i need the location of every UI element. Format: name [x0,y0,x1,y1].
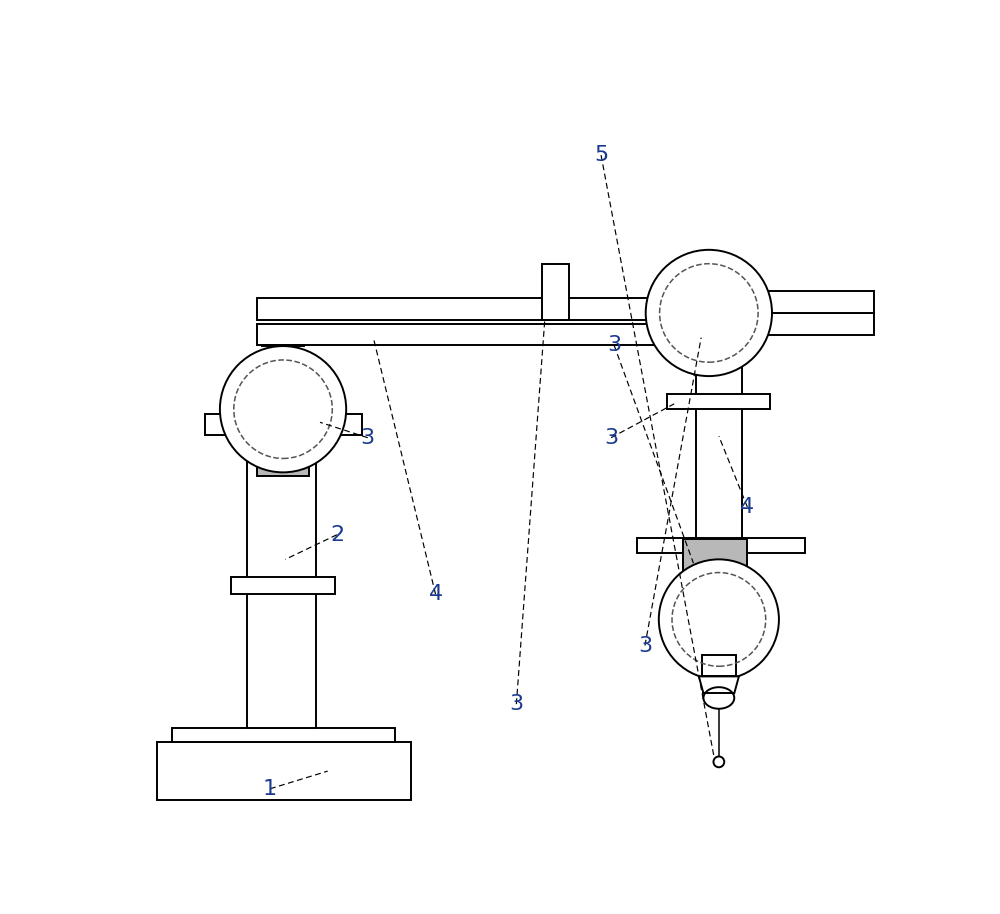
Bar [157,742,411,800]
Ellipse shape [220,346,346,473]
Bar [542,264,569,320]
Ellipse shape [659,559,779,679]
Bar [702,654,736,676]
Bar [257,434,309,476]
Ellipse shape [703,687,734,708]
Text: 3: 3 [638,635,652,655]
Polygon shape [699,676,739,694]
Bar [257,324,676,345]
Text: 3: 3 [509,694,523,714]
Bar [257,298,676,320]
Bar [231,577,335,594]
Ellipse shape [646,250,772,376]
Bar [683,538,747,571]
Bar [768,313,874,335]
Ellipse shape [713,757,724,767]
Bar [666,394,770,409]
Bar [670,298,713,345]
Bar [696,345,742,540]
Bar [205,414,362,435]
Bar [172,728,395,742]
Text: 3: 3 [607,335,621,356]
Text: 5: 5 [594,145,608,165]
Text: 2: 2 [330,525,344,545]
Text: 3: 3 [361,428,375,448]
Bar [768,292,874,313]
Text: 4: 4 [428,584,443,604]
Bar [545,275,566,320]
Bar [637,537,805,553]
Text: 4: 4 [740,497,754,517]
Text: 3: 3 [604,428,618,448]
Bar [247,435,316,728]
Text: 1: 1 [263,779,277,799]
